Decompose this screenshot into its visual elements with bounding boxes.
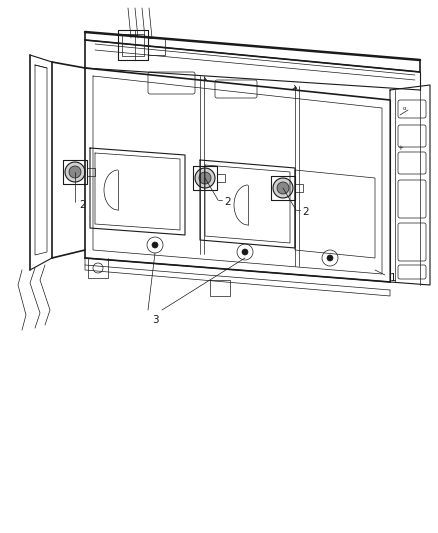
Circle shape [322, 250, 338, 266]
Circle shape [242, 249, 248, 255]
Text: 2: 2 [303, 207, 309, 217]
Text: 2: 2 [80, 200, 86, 210]
Text: +: + [397, 145, 403, 151]
Circle shape [237, 244, 253, 260]
Text: 1: 1 [390, 273, 397, 283]
Text: o: o [403, 106, 406, 110]
Text: 3: 3 [152, 315, 158, 325]
Circle shape [65, 162, 85, 182]
Circle shape [277, 182, 289, 194]
Circle shape [327, 255, 333, 261]
Circle shape [147, 237, 163, 253]
Circle shape [195, 168, 215, 188]
Circle shape [199, 172, 211, 184]
Text: 2: 2 [225, 197, 231, 207]
Circle shape [273, 178, 293, 198]
Circle shape [152, 242, 158, 248]
Circle shape [69, 166, 81, 178]
